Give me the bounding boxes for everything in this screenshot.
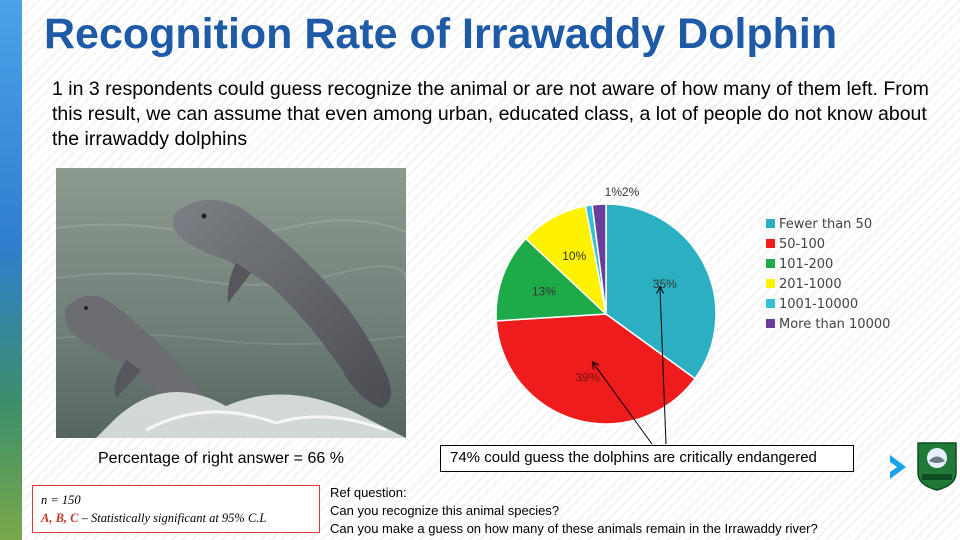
callout-pointer-lines: [591, 286, 667, 445]
significance-letters: A, B, C: [41, 511, 79, 525]
slice-label: 10%: [562, 249, 586, 263]
slice-label: 13%: [532, 285, 556, 299]
legend-label: 1001-10000: [779, 297, 858, 312]
side-accent-strip: [0, 0, 22, 540]
legend-label: 101-200: [779, 257, 833, 272]
legend-label: More than 10000: [779, 317, 890, 332]
sample-size: n = 150: [41, 493, 81, 507]
legend-swatch: [766, 279, 775, 288]
pointer-arrowhead: [591, 361, 600, 370]
legend-label: 201-1000: [779, 277, 842, 292]
pie-slice-labels: 35% 39% 13% 10% 1%2%: [532, 185, 677, 384]
page-title: Recognition Rate of Irrawaddy Dolphin: [44, 10, 838, 58]
pointer-arrowhead: [656, 286, 665, 294]
reference-questions: Ref question: Can you recognize this ani…: [330, 484, 818, 538]
pie-slices: [495, 203, 717, 425]
legend-swatch: [766, 239, 775, 248]
endangered-callout: 74% could guess the dolphins are critica…: [440, 445, 854, 472]
slice-label: 35%: [653, 277, 677, 291]
organization-logo: [916, 441, 958, 491]
legend-swatch: [766, 259, 775, 268]
significance-note: A, B, C – Statistically significant at 9…: [41, 509, 311, 527]
small-slices-label: 1%2%: [605, 185, 640, 199]
ref-question-1: Can you recognize this animal species?: [330, 503, 560, 518]
sample-stats-box: n = 150 A, B, C – Statistically signific…: [32, 485, 320, 533]
population-guess-pie-chart: 35% 39% 13% 10% 1%2% Fewer than 50 50-100 101-…: [440, 168, 900, 448]
legend-swatch: [766, 299, 775, 308]
ref-heading: Ref question:: [330, 485, 407, 500]
chevron-right-icon[interactable]: [886, 452, 912, 482]
legend-swatch: [766, 219, 775, 228]
right-answer-caption: Percentage of right answer = 66 %: [98, 450, 344, 467]
legend-label: Fewer than 50: [779, 217, 872, 232]
intro-paragraph: 1 in 3 respondents could guess recognize…: [52, 78, 929, 150]
chart-legend: Fewer than 50 50-100 101-200 201-1000 1001-1…: [766, 217, 890, 332]
ref-question-2: Can you make a guess on how many of thes…: [330, 521, 818, 536]
significance-text: – Statistically significant at 95% C.L: [78, 511, 267, 525]
pie-slice-more-than-10000: [591, 203, 607, 315]
slice-label: 39%: [576, 370, 600, 384]
dolphin-photo: [56, 168, 406, 438]
pie-slice-fewer-than-50: [605, 203, 717, 380]
pointer-line: [659, 286, 667, 445]
legend-label: 50-100: [779, 237, 825, 252]
pointer-line: [591, 361, 653, 445]
pie-slice-101-200: [495, 237, 608, 322]
pie-slice-50-100: [495, 313, 697, 425]
legend-swatch: [766, 319, 775, 328]
